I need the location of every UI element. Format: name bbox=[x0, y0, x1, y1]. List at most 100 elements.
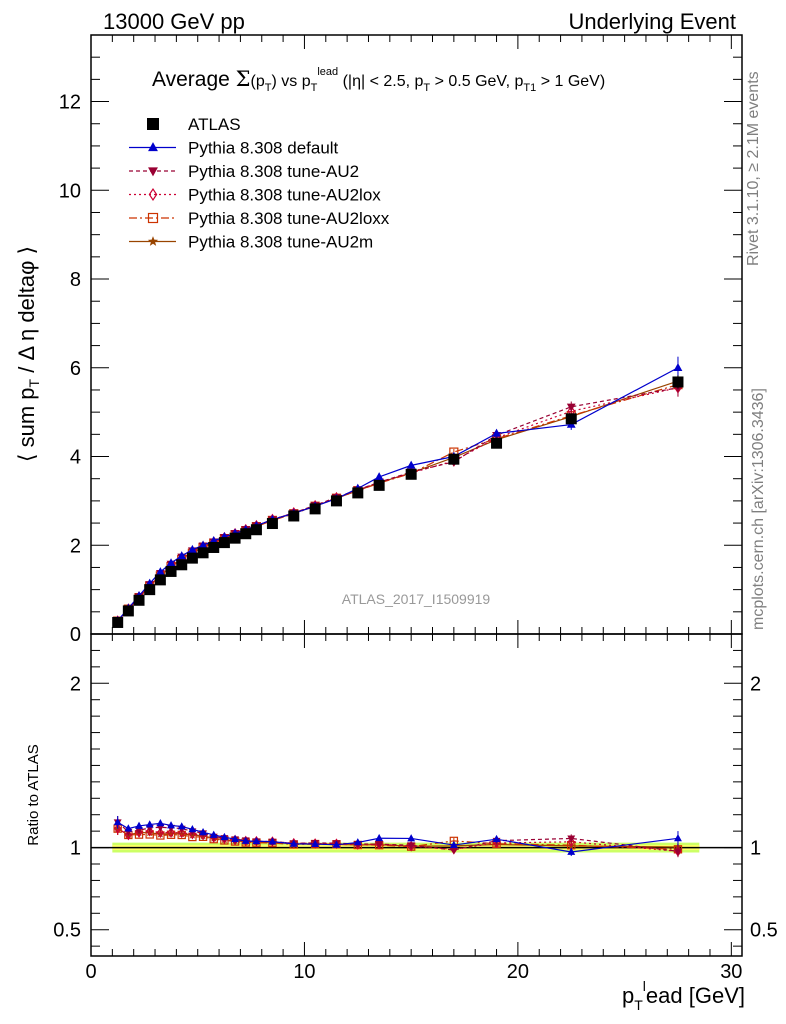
ratio-point-default bbox=[492, 834, 501, 843]
ratio-series-default bbox=[113, 815, 682, 857]
ratio-point-au2lox bbox=[178, 827, 186, 839]
ratio-point-default bbox=[167, 821, 176, 829]
ratio-point-au2lox bbox=[114, 823, 122, 835]
mcplots-label: mcplots.cern.ch [arXiv:1306.3436] bbox=[750, 388, 767, 630]
point-data bbox=[352, 487, 364, 499]
plot-title: Average Σ(pT) vs pTlead (|η| < 2.5, pT >… bbox=[152, 66, 605, 94]
ratio-point-default bbox=[135, 821, 143, 829]
point-data bbox=[154, 574, 166, 586]
point-default bbox=[177, 551, 187, 560]
ratio-point-au2 bbox=[674, 848, 682, 856]
analysis-watermark: ATLAS_2017_I1509919 bbox=[342, 591, 491, 607]
header-process: Underlying Event bbox=[568, 9, 736, 34]
ratio-point-au2 bbox=[407, 842, 416, 850]
point-data bbox=[266, 518, 278, 530]
legend-label-data: ATLAS bbox=[188, 115, 241, 134]
point-data bbox=[373, 479, 385, 491]
ratio-point-au2 bbox=[375, 841, 384, 849]
main-y-tick-label: 8 bbox=[70, 269, 81, 291]
point-data bbox=[330, 495, 342, 507]
rivet-version-label: Rivet 3.1.10, ≥ 2.1M events bbox=[745, 71, 762, 266]
ratio-point-default bbox=[156, 819, 165, 827]
ratio-point-default bbox=[199, 827, 208, 836]
legend-label-default: Pythia 8.308 default bbox=[188, 139, 339, 158]
point-default bbox=[187, 544, 197, 553]
legend-label-au2: Pythia 8.308 tune-AU2 bbox=[188, 162, 359, 181]
ratio-point-default bbox=[241, 836, 250, 844]
ratio-point-default bbox=[567, 847, 576, 855]
ratio-y-tick-label-right: 2 bbox=[750, 673, 761, 695]
series-line-au2loxx bbox=[117, 384, 679, 622]
point-data bbox=[672, 376, 684, 388]
legend-marker-default bbox=[148, 142, 158, 152]
series-au2lox bbox=[113, 378, 682, 628]
ratio-y-tick-label: 0.5 bbox=[53, 920, 81, 942]
ratio-point-default bbox=[375, 833, 384, 842]
x-tick-label: 20 bbox=[507, 961, 529, 983]
point-data bbox=[288, 510, 300, 522]
point-data bbox=[176, 559, 188, 571]
ratio-point-default bbox=[407, 834, 416, 842]
point-data bbox=[229, 532, 241, 544]
ratio-point-default bbox=[231, 834, 240, 843]
ratio-point-au2lox bbox=[146, 825, 154, 837]
point-data bbox=[565, 413, 577, 425]
main-y-tick-label: 12 bbox=[59, 92, 81, 114]
header-energy: 13000 GeV pp bbox=[103, 9, 245, 34]
ratio-panel-frame bbox=[90, 633, 743, 957]
ratio-point-default bbox=[289, 839, 298, 847]
ratio-point-default bbox=[188, 824, 197, 833]
ratio-point-default bbox=[332, 840, 341, 848]
ratio-y-tick-label-right: 0.5 bbox=[750, 920, 778, 942]
main-y-tick-label: 4 bbox=[70, 447, 81, 469]
legend-item-au2: Pythia 8.308 tune-AU2 bbox=[129, 162, 359, 181]
ratio-point-default bbox=[252, 836, 261, 845]
series-line-au2m bbox=[117, 380, 679, 622]
series-default bbox=[113, 356, 683, 624]
legend-marker-au2m bbox=[147, 236, 159, 246]
point-default bbox=[406, 460, 416, 469]
ratio-y-axis-label: Ratio to ATLAS bbox=[25, 744, 42, 845]
point-data bbox=[240, 528, 252, 540]
legend-item-au2loxx: Pythia 8.308 tune-AU2loxx bbox=[129, 209, 390, 228]
legend-label-au2m: Pythia 8.308 tune-AU2m bbox=[188, 233, 373, 252]
series-data bbox=[112, 375, 684, 628]
point-data bbox=[197, 547, 209, 559]
ratio-point-au2lox bbox=[188, 828, 196, 840]
main-y-tick-label: 10 bbox=[59, 180, 81, 202]
series-line-au2lox bbox=[117, 387, 679, 622]
x-tick-label: 10 bbox=[293, 961, 315, 983]
legend-label-au2loxx: Pythia 8.308 tune-AU2loxx bbox=[188, 209, 390, 228]
ratio-point-au2 bbox=[156, 824, 165, 832]
ratio-point-au2 bbox=[449, 847, 458, 855]
point-data bbox=[133, 594, 145, 606]
point-data bbox=[250, 524, 262, 536]
legend-item-au2lox: Pythia 8.308 tune-AU2lox bbox=[129, 186, 381, 205]
point-default bbox=[492, 428, 501, 437]
ratio-point-default bbox=[449, 840, 458, 848]
series-au2loxx bbox=[113, 375, 683, 626]
legend-marker-au2lox bbox=[148, 188, 158, 201]
x-axis-label: pTlead [GeV] bbox=[622, 978, 745, 1013]
ratio-point-default bbox=[209, 830, 218, 838]
main-y-tick-label: 0 bbox=[70, 624, 81, 646]
point-data bbox=[405, 468, 417, 480]
x-tick-label: 30 bbox=[720, 961, 742, 983]
ratio-point-au2lox bbox=[567, 836, 575, 848]
ratio-point-default bbox=[268, 837, 277, 845]
point-data bbox=[218, 537, 230, 549]
ratio-point-default bbox=[311, 839, 320, 847]
series-line-au2 bbox=[117, 387, 679, 622]
point-data bbox=[165, 565, 177, 577]
ratio-point-default bbox=[124, 824, 133, 832]
point-default bbox=[166, 558, 176, 567]
x-tick-label: 0 bbox=[85, 961, 96, 983]
ratio-point-default bbox=[177, 822, 186, 830]
point-data bbox=[491, 437, 503, 449]
ratio-point-au2lox bbox=[167, 827, 175, 838]
ratio-point-au2lox bbox=[156, 827, 164, 839]
ratio-series bbox=[113, 815, 683, 858]
ratio-point-default bbox=[113, 817, 122, 826]
ratio-y-tick-label: 2 bbox=[70, 673, 81, 695]
